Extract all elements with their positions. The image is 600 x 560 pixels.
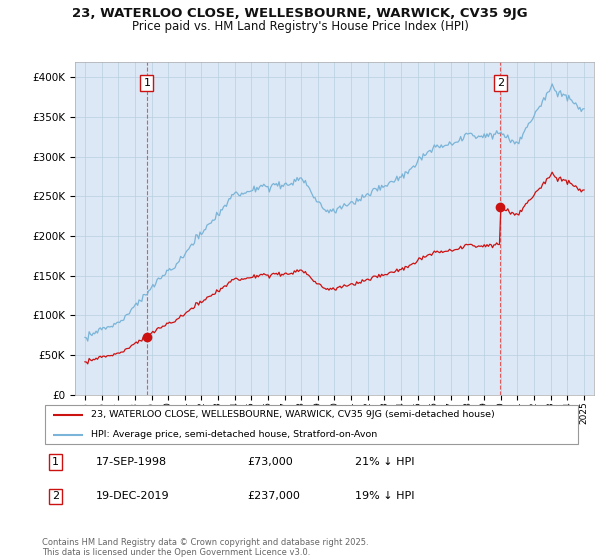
- Text: 23, WATERLOO CLOSE, WELLESBOURNE, WARWICK, CV35 9JG (semi-detached house): 23, WATERLOO CLOSE, WELLESBOURNE, WARWIC…: [91, 410, 494, 419]
- Text: HPI: Average price, semi-detached house, Stratford-on-Avon: HPI: Average price, semi-detached house,…: [91, 430, 377, 439]
- Text: 23, WATERLOO CLOSE, WELLESBOURNE, WARWICK, CV35 9JG: 23, WATERLOO CLOSE, WELLESBOURNE, WARWIC…: [72, 7, 528, 20]
- Text: 17-SEP-1998: 17-SEP-1998: [96, 457, 167, 467]
- Text: 2: 2: [497, 78, 504, 88]
- Text: 1: 1: [143, 78, 151, 88]
- Text: 1: 1: [52, 457, 59, 467]
- Text: 21% ↓ HPI: 21% ↓ HPI: [355, 457, 415, 467]
- Text: 19% ↓ HPI: 19% ↓ HPI: [355, 491, 415, 501]
- Text: 19-DEC-2019: 19-DEC-2019: [96, 491, 170, 501]
- Text: 2: 2: [52, 491, 59, 501]
- FancyBboxPatch shape: [45, 405, 578, 444]
- Text: Price paid vs. HM Land Registry's House Price Index (HPI): Price paid vs. HM Land Registry's House …: [131, 20, 469, 32]
- Text: £237,000: £237,000: [247, 491, 300, 501]
- Text: £73,000: £73,000: [247, 457, 293, 467]
- Text: Contains HM Land Registry data © Crown copyright and database right 2025.
This d: Contains HM Land Registry data © Crown c…: [42, 538, 368, 557]
